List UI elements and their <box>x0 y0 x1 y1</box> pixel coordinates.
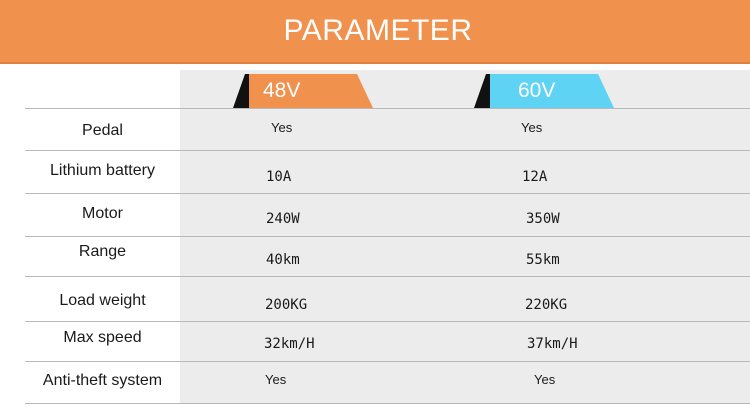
tab-48v: 48V <box>233 74 373 108</box>
value-60v-pedal: Yes <box>521 120 543 135</box>
row-divider <box>25 150 750 151</box>
value-48v-anti-theft: Yes <box>265 372 287 387</box>
value-48v-max-speed: 32km/H <box>264 336 315 352</box>
row-label-motor: Motor <box>82 205 123 222</box>
value-60v-battery: 12A <box>522 169 548 185</box>
values-area <box>180 70 750 404</box>
tab-60v-label: 60V <box>518 79 556 102</box>
tab-60v: 60V <box>474 74 614 108</box>
row-divider <box>25 403 750 404</box>
row-label-range: Range <box>78 243 127 260</box>
row-label-lithium-battery: Lithium battery <box>50 162 155 179</box>
row-label-load-weight: Load weight <box>59 292 146 309</box>
row-label-max-speed: Max speed <box>63 329 142 346</box>
parameter-banner: PARAMETER <box>0 0 750 64</box>
page-title: PARAMETER <box>283 14 473 47</box>
tab-60v-shape <box>474 74 614 108</box>
row-divider <box>25 108 750 109</box>
value-48v-pedal: Yes <box>271 120 293 135</box>
value-60v-range: 55km <box>526 252 560 268</box>
row-divider <box>25 236 750 237</box>
tab-48v-shape <box>233 74 373 108</box>
value-48v-load-weight: 200KG <box>265 297 308 313</box>
value-60v-motor: 350W <box>526 211 560 227</box>
row-label-anti-theft: Anti-theft system <box>42 372 163 389</box>
row-label-pedal: Pedal <box>82 122 123 139</box>
value-48v-motor: 240W <box>266 211 300 227</box>
row-divider <box>25 361 750 362</box>
value-60v-anti-theft: Yes <box>534 372 556 387</box>
value-60v-load-weight: 220KG <box>525 297 568 313</box>
tab-48v-label: 48V <box>263 79 301 102</box>
row-divider <box>25 321 750 322</box>
value-60v-max-speed: 37km/H <box>527 336 578 352</box>
row-divider <box>25 276 750 277</box>
label-column <box>25 70 180 404</box>
value-48v-range: 40km <box>266 252 300 268</box>
row-divider <box>25 193 750 194</box>
value-48v-battery: 10A <box>266 169 292 185</box>
